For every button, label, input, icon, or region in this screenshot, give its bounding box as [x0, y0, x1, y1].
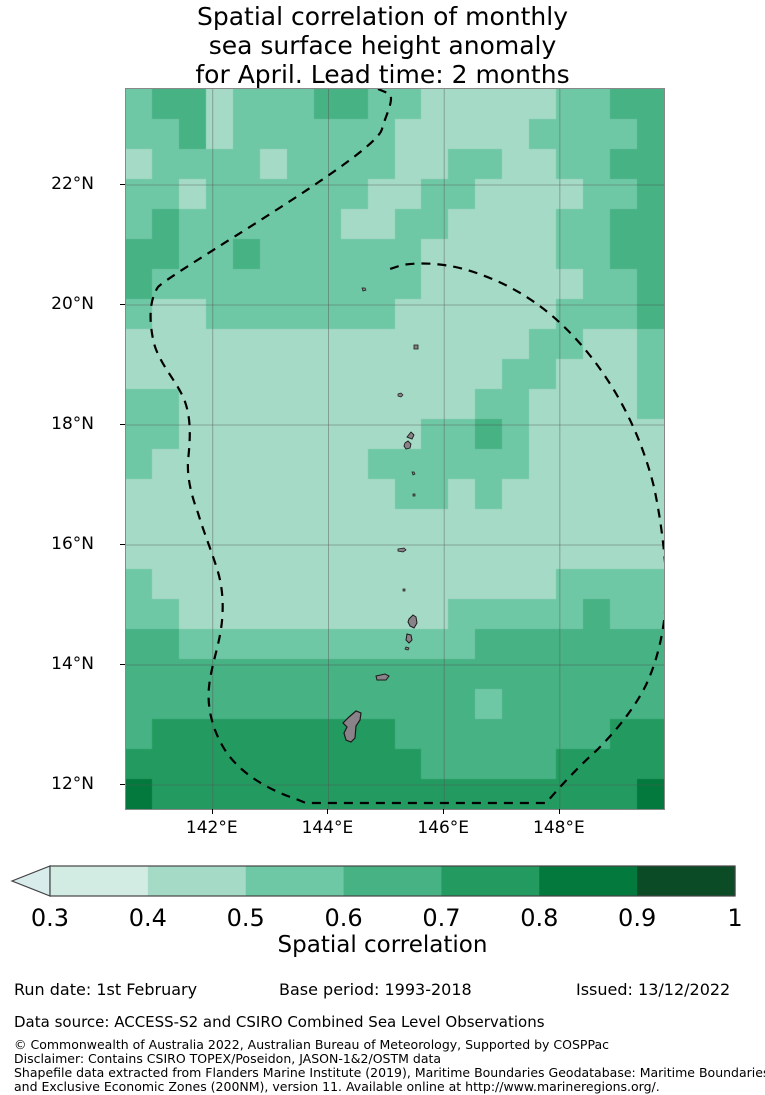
title-line-1: Spatial correlation of monthly: [196, 2, 569, 31]
x-axis-tick-mark: [327, 809, 329, 814]
y-axis-tick-mark: [120, 424, 125, 425]
run-date: Run date: 1st February: [14, 980, 198, 999]
colorbar-tick-label: 0.8: [520, 904, 559, 932]
x-axis-tick-mark: [211, 809, 213, 814]
x-axis-tick-label: 142°E: [185, 818, 238, 838]
colorbar-swatch: [343, 866, 443, 896]
y-axis-tick-label: 12°N: [51, 774, 94, 794]
colorbar-tick-label: 0.7: [422, 904, 461, 932]
y-axis-tick-mark: [120, 784, 125, 785]
metadata-row: Run date: 1st February Base period: 1993…: [14, 980, 754, 1004]
y-axis-tick-mark: [120, 544, 125, 545]
x-axis-tick-mark: [558, 809, 560, 814]
shapefile-credit-line-2: and Exclusive Economic Zones (200NM), ve…: [14, 1079, 660, 1094]
y-axis-tick-label: 14°N: [51, 654, 94, 674]
colorbar-swatch: [539, 866, 638, 896]
colorbar-swatch: [50, 866, 149, 896]
colorbar-swatch: [147, 866, 247, 896]
spatial-correlation-heatmap: [126, 89, 664, 809]
colorbar-tick-label: 0.4: [128, 904, 167, 932]
y-axis-tick-label: 20°N: [51, 294, 94, 314]
colorbar-title: Spatial correlation: [277, 932, 488, 958]
colorbar-swatch: [637, 866, 736, 896]
y-axis-tick-label: 16°N: [51, 534, 94, 554]
base-period: Base period: 1993-2018: [279, 980, 472, 999]
colorbar-tick-label: 0.5: [226, 904, 265, 932]
colorbar-extend-min-arrow: [10, 865, 51, 897]
copyright-notice: © Commonwealth of Australia 2022, Austra…: [14, 1037, 609, 1052]
y-axis-tick-mark: [120, 664, 125, 665]
colorbar-tick-label: 0.9: [618, 904, 657, 932]
colorbar[interactable]: 0.3 0.4 0.5 0.6 0.7 0.8 0.9 1 Spatial correlati…: [0, 862, 765, 992]
issued-date: Issued: 13/12/2022: [576, 980, 731, 999]
y-axis-tick-mark: [120, 304, 125, 305]
x-axis-tick-label: 148°E: [533, 818, 585, 838]
y-axis-tick-mark: [120, 184, 125, 185]
data-source: Data source: ACCESS-S2 and CSIRO Combine…: [14, 1013, 545, 1031]
y-axis-tick-label: 22°N: [51, 174, 94, 194]
title-line-3: for April. Lead time: 2 months: [195, 60, 570, 89]
x-axis-tick-mark: [443, 809, 445, 814]
disclaimer-text: Disclaimer: Contains CSIRO TOPEX/Poseido…: [14, 1051, 442, 1066]
map-plot-area[interactable]: [125, 88, 665, 810]
x-axis-tick-label: 144°E: [301, 818, 354, 838]
colorbar-tick-label: 0.3: [30, 904, 70, 932]
colorbar-outline: [49, 865, 736, 897]
shapefile-credit-line-1: Shapefile data extracted from Flanders M…: [14, 1065, 765, 1080]
title-line-2: sea surface height anomaly: [208, 31, 557, 60]
page-title: Spatial correlation of monthly sea surfa…: [0, 2, 765, 89]
x-axis-tick-label: 146°E: [417, 818, 470, 838]
colorbar-tick-label: 0.6: [324, 904, 363, 932]
colorbar-swatch: [245, 866, 345, 896]
y-axis-tick-label: 18°N: [51, 414, 94, 434]
colorbar-tick-label: 1: [727, 904, 743, 932]
colorbar-swatches: [10, 865, 736, 897]
colorbar-swatch: [441, 866, 540, 896]
